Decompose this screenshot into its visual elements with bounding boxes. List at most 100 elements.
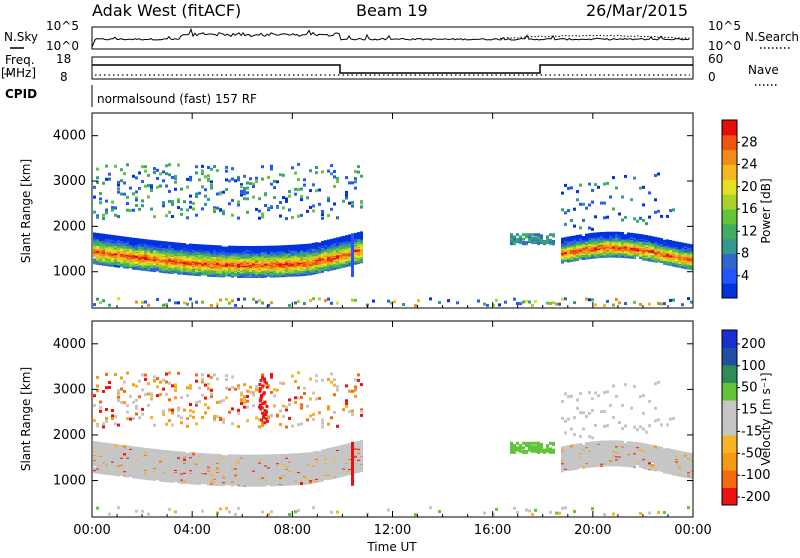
sky-right-tick-top: 10^5 [708, 19, 741, 33]
heatmap-cell [204, 195, 207, 198]
heatmap-cell [549, 302, 552, 305]
heatmap-cell [276, 180, 279, 183]
heatmap-cell [618, 301, 621, 304]
heatmap-cell [102, 214, 105, 217]
heatmap-cell [579, 203, 582, 206]
heatmap-cell [276, 206, 279, 209]
beam-title: Beam 19 [356, 1, 428, 20]
heatmap-cell [297, 244, 300, 247]
freq-label: Freq. [5, 53, 35, 67]
heatmap-cell [156, 169, 159, 172]
heatmap-cell [333, 238, 336, 241]
heatmap-cell [588, 183, 591, 186]
heatmap-cell [201, 185, 204, 188]
heatmap-cell [135, 301, 138, 304]
heatmap-cell [255, 246, 258, 249]
heatmap-cell [237, 217, 240, 220]
heatmap-cell [588, 298, 591, 301]
heatmap-cell [603, 183, 606, 186]
heatmap-cell [231, 199, 234, 202]
heatmap-cell [138, 171, 141, 174]
heatmap-cell [297, 215, 300, 218]
heatmap-cell [630, 198, 633, 201]
heatmap-cell [111, 209, 114, 212]
heatmap-cell [228, 180, 231, 183]
heatmap-cell [102, 217, 105, 220]
heatmap-cell [309, 169, 312, 172]
heatmap-cell [126, 237, 129, 240]
heatmap-cell [330, 302, 333, 305]
heatmap-cell [351, 201, 354, 204]
heatmap-cell [132, 383, 135, 386]
heatmap-cell [633, 217, 636, 220]
heatmap-cell [294, 193, 297, 196]
heatmap-cell [210, 245, 213, 248]
heatmap-cell [177, 164, 180, 167]
heatmap-cell [582, 236, 585, 239]
heatmap-cell [354, 187, 357, 190]
heatmap-cell [591, 233, 594, 236]
heatmap-cell [204, 188, 207, 191]
heatmap-cell [126, 404, 129, 407]
nsky-series [92, 29, 689, 47]
heatmap-cell [594, 233, 597, 236]
heatmap-cell [300, 198, 303, 201]
heatmap-cell [561, 298, 564, 301]
heatmap-cell [126, 196, 129, 199]
heatmap-cell [258, 299, 261, 302]
heatmap-cell [96, 216, 99, 219]
heatmap-cell [648, 303, 651, 306]
heatmap-cell [321, 213, 324, 216]
heatmap-cell [228, 246, 231, 249]
heatmap-cell [168, 173, 171, 176]
heatmap-cell [135, 199, 138, 202]
heatmap-cell [117, 191, 120, 194]
heatmap-cell [519, 302, 522, 305]
heatmap-cell [102, 442, 105, 445]
heatmap-cell [642, 203, 645, 206]
heatmap-cell [165, 214, 168, 217]
heatmap-cell [264, 192, 267, 195]
heatmap-cell [240, 185, 243, 188]
heatmap-cell [273, 180, 276, 183]
heatmap-cell [165, 241, 168, 244]
heatmap-cell [624, 302, 627, 305]
heatmap-cell [639, 303, 642, 306]
heatmap-cell [591, 256, 594, 259]
heatmap-cell [117, 181, 120, 184]
heatmap-cell [255, 208, 258, 211]
date-title: 26/Mar/2015 [586, 1, 688, 20]
heatmap-cell [300, 195, 303, 198]
heatmap-cell [651, 236, 654, 239]
heatmap-cell [156, 394, 159, 397]
heatmap-cell [144, 393, 147, 396]
heatmap-cell [642, 219, 645, 222]
heatmap-cell [231, 246, 234, 249]
heatmap-cell [270, 183, 273, 186]
power-cbar-swatch [722, 165, 737, 180]
heatmap-cell [195, 193, 198, 196]
heatmap-cell [612, 304, 615, 307]
heatmap-cell [267, 176, 270, 179]
heatmap-cell [171, 409, 174, 412]
heatmap-cell [162, 410, 165, 413]
heatmap-cell [105, 211, 108, 214]
heatmap-cell [249, 182, 252, 185]
heatmap-cell [117, 297, 120, 300]
heatmap-cell [201, 244, 204, 247]
heatmap-cell [195, 214, 198, 217]
heatmap-cell [165, 164, 168, 167]
heatmap-cell [201, 207, 204, 210]
heatmap-cell [285, 197, 288, 200]
heatmap-cell [285, 217, 288, 220]
heatmap-cell [183, 243, 186, 246]
heatmap-cell [168, 419, 171, 422]
heatmap-cell [150, 394, 153, 397]
heatmap-cell [165, 185, 168, 188]
heatmap-cell [105, 408, 108, 411]
heatmap-cell [591, 189, 594, 192]
heatmap-cell [105, 234, 108, 237]
power-ytick-label: 1000 [53, 265, 86, 280]
heatmap-cell [261, 213, 264, 216]
heatmap-cell [603, 232, 606, 235]
